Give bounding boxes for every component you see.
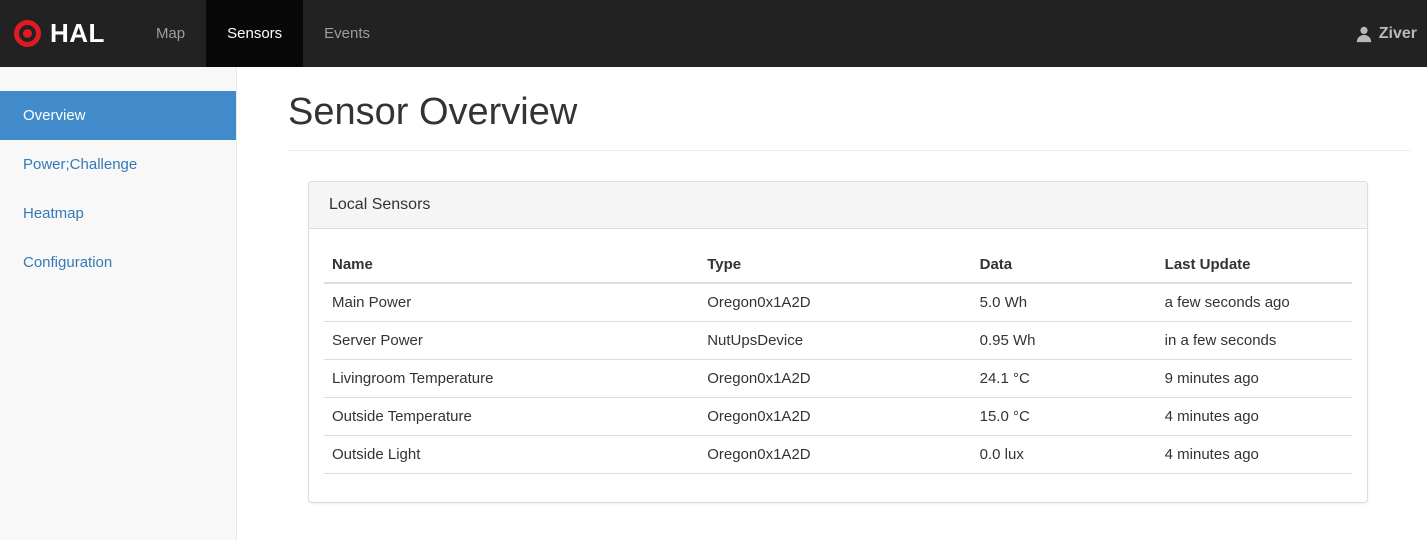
table-row: Server Power NutUpsDevice 0.95 Wh in a f…	[324, 321, 1352, 360]
sensor-last-update: 4 minutes ago	[1156, 397, 1352, 436]
user-name: Ziver	[1378, 24, 1417, 42]
sensor-data: 5.0 Wh	[971, 282, 1157, 322]
tab-events-label: Events	[324, 25, 371, 42]
sensor-type: NutUpsDevice	[699, 321, 972, 360]
sidebar-item-heatmap[interactable]: Heatmap	[0, 189, 236, 238]
sidebar: Overview Power;Challenge Heatmap Configu…	[0, 67, 237, 540]
tab-map-label: Map	[155, 25, 186, 42]
table-row: Outside Temperature Oregon0x1A2D 15.0 °C…	[324, 397, 1352, 436]
brand-logo[interactable]: HAL	[0, 0, 119, 67]
panel-body: Name Type Data Last Update Main Power Or…	[309, 229, 1367, 502]
sensor-data: 0.95 Wh	[971, 321, 1157, 360]
sidebar-item-configuration[interactable]: Configuration	[0, 238, 236, 287]
sidebar-item-power-challenge[interactable]: Power;Challenge	[0, 140, 236, 189]
sensor-link-livingroom-temperature[interactable]: Livingroom Temperature	[324, 359, 700, 398]
table-row: Livingroom Temperature Oregon0x1A2D 24.1…	[324, 359, 1352, 398]
sensor-link-outside-temperature[interactable]: Outside Temperature	[324, 397, 700, 436]
sensor-type: Oregon0x1A2D	[699, 282, 972, 322]
local-sensors-panel: Local Sensors Name Type Data Last Update…	[308, 180, 1368, 503]
sidebar-item-label: Power;Challenge	[23, 156, 138, 173]
navbar-right: Ziver	[1355, 0, 1427, 67]
sensor-last-update: in a few seconds	[1156, 321, 1352, 360]
user-icon	[1355, 25, 1373, 43]
sidebar-item-label: Heatmap	[23, 205, 84, 222]
brand-title: HAL	[50, 18, 105, 48]
main-content: Sensor Overview Local Sensors Name Type …	[237, 67, 1427, 540]
sensors-table: Name Type Data Last Update Main Power Or…	[324, 243, 1352, 474]
sidebar-item-label: Overview	[23, 107, 86, 124]
title-divider	[288, 149, 1410, 151]
navbar-tabs: Map Sensors Events	[135, 0, 391, 67]
column-header-last-update: Last Update	[1156, 243, 1352, 284]
sensor-data: 0.0 lux	[971, 435, 1157, 474]
sensor-type: Oregon0x1A2D	[699, 397, 972, 436]
sensor-link-outside-light[interactable]: Outside Light	[324, 435, 700, 474]
column-header-type: Type	[699, 243, 972, 284]
bullseye-logo-icon	[14, 20, 41, 47]
top-navbar: HAL Map Sensors Events Ziver	[0, 0, 1427, 67]
tab-sensors-label: Sensors	[227, 25, 283, 42]
tab-sensors[interactable]: Sensors	[206, 0, 304, 67]
sidebar-item-overview[interactable]: Overview	[0, 91, 236, 140]
table-row: Main Power Oregon0x1A2D 5.0 Wh a few sec…	[324, 282, 1352, 322]
sensor-data: 15.0 °C	[971, 397, 1157, 436]
column-header-data: Data	[971, 243, 1157, 284]
sensor-type: Oregon0x1A2D	[699, 359, 972, 398]
panel-title: Local Sensors	[309, 181, 1367, 229]
sensor-link-main-power[interactable]: Main Power	[324, 282, 700, 322]
user-menu[interactable]: Ziver	[1355, 25, 1417, 43]
column-header-name: Name	[324, 243, 700, 284]
page-title: Sensor Overview	[288, 91, 578, 133]
table-header-row: Name Type Data Last Update	[324, 243, 1352, 284]
sensor-last-update: 9 minutes ago	[1156, 359, 1352, 398]
sensor-type: Oregon0x1A2D	[699, 435, 972, 474]
sidebar-item-label: Configuration	[23, 254, 113, 271]
sensor-data: 24.1 °C	[971, 359, 1157, 398]
tab-events[interactable]: Events	[303, 0, 391, 67]
sensor-link-server-power[interactable]: Server Power	[324, 321, 700, 360]
tab-map[interactable]: Map	[135, 0, 206, 67]
sensor-last-update: a few seconds ago	[1156, 282, 1352, 322]
table-row: Outside Light Oregon0x1A2D 0.0 lux 4 min…	[324, 435, 1352, 474]
sensor-last-update: 4 minutes ago	[1156, 435, 1352, 474]
